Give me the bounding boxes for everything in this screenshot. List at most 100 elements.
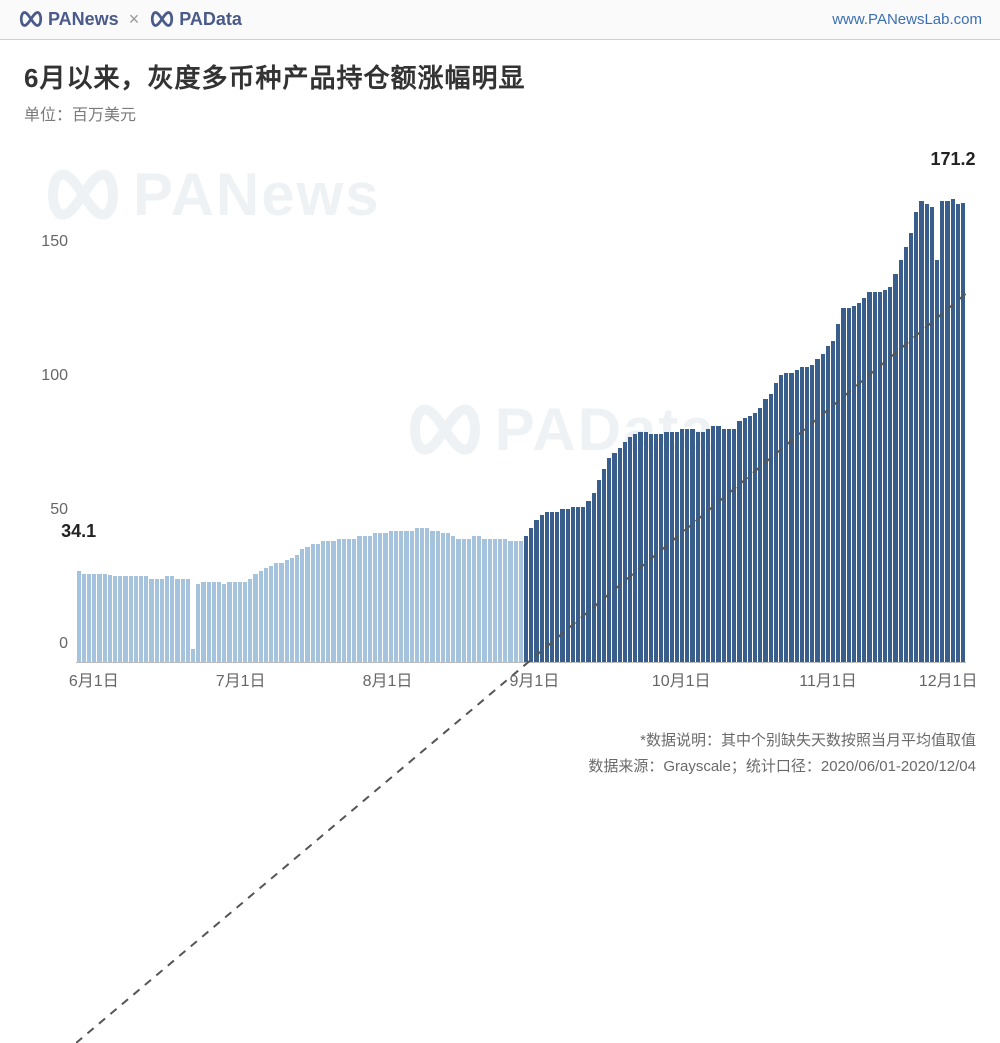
- brand-separator: ×: [129, 9, 140, 30]
- footnotes: *数据说明：其中个别缺失天数按照当月平均值取值 数据来源：Grayscale；统…: [588, 728, 976, 779]
- bar: [129, 576, 133, 662]
- bar: [342, 539, 346, 662]
- source-url[interactable]: www.PANewsLab.com: [832, 11, 982, 28]
- bar: [815, 359, 819, 662]
- bar: [415, 528, 419, 662]
- bar: [612, 453, 616, 662]
- bar: [290, 558, 294, 662]
- bar: [930, 207, 934, 662]
- bar: [243, 582, 247, 662]
- bar: [217, 582, 221, 662]
- bar: [227, 582, 231, 662]
- bar: [690, 429, 694, 662]
- bar: [545, 512, 549, 662]
- bar: [566, 509, 570, 662]
- bar: [670, 432, 674, 662]
- bar: [300, 549, 304, 662]
- bar: [160, 579, 164, 662]
- bar: [732, 429, 736, 662]
- y-tick: 0: [24, 635, 68, 653]
- bar: [659, 434, 663, 662]
- bar: [514, 541, 518, 662]
- bar: [633, 434, 637, 662]
- bar: [259, 571, 263, 662]
- bar: [389, 531, 393, 662]
- bar: [529, 528, 533, 662]
- bar: [909, 233, 913, 662]
- bar: [316, 544, 320, 662]
- x-tick: 8月1日: [363, 667, 413, 691]
- bar: [264, 568, 268, 662]
- bar: [540, 515, 544, 662]
- bar: [836, 324, 840, 662]
- bar: [92, 574, 96, 662]
- bar: [462, 539, 466, 662]
- bar: [893, 274, 897, 662]
- bar: [722, 429, 726, 662]
- x-tick: 9月1日: [509, 667, 559, 691]
- bar: [285, 560, 289, 662]
- bar: [852, 306, 856, 662]
- bar: [607, 458, 611, 662]
- bar: [477, 536, 481, 662]
- bar: [378, 533, 382, 662]
- bar: [919, 201, 923, 662]
- bar: [576, 507, 580, 662]
- bar: [191, 649, 195, 662]
- bar: [935, 260, 939, 662]
- title-area: 6月以来，灰度多币种产品持仓额涨幅明显 单位：百万美元: [0, 40, 1000, 131]
- bar: [269, 566, 273, 662]
- bar: [357, 536, 361, 662]
- bar: [654, 434, 658, 662]
- bar: [399, 531, 403, 662]
- bar: [696, 432, 700, 662]
- bar: [753, 413, 757, 662]
- bar: [139, 576, 143, 662]
- bar: [430, 531, 434, 662]
- bar: [623, 442, 627, 662]
- bar: [716, 426, 720, 662]
- bar: [363, 536, 367, 662]
- infinity-knot-icon: [149, 10, 175, 28]
- x-tick: 12月1日: [919, 667, 978, 691]
- bar: [87, 574, 91, 662]
- bar: [914, 212, 918, 662]
- bar: [743, 418, 747, 662]
- bar: [649, 434, 653, 662]
- bar: [805, 367, 809, 662]
- bar: [555, 512, 559, 662]
- bar: [170, 576, 174, 662]
- bar: [940, 201, 944, 662]
- bar: [253, 574, 257, 662]
- y-tick: 150: [24, 233, 68, 251]
- bar: [233, 582, 237, 662]
- header-bar: PANews × PAData www.PANewsLab.com: [0, 0, 1000, 40]
- bar: [337, 539, 341, 662]
- bar: [77, 571, 81, 662]
- bar: [134, 576, 138, 662]
- bar: [899, 260, 903, 662]
- bar: [961, 203, 965, 662]
- bar: [586, 501, 590, 662]
- bar: [181, 579, 185, 662]
- bar: [748, 416, 752, 662]
- brand-left: PANews: [18, 9, 119, 30]
- bars-group: [76, 153, 966, 662]
- bar: [498, 539, 502, 662]
- bar: [904, 247, 908, 662]
- chart-title: 6月以来，灰度多币种产品持仓额涨幅明显: [24, 58, 976, 95]
- chart-container: PANews PAData 05010015034.1171.2 6月1日7月1…: [24, 143, 976, 703]
- x-tick: 6月1日: [69, 667, 119, 691]
- bar: [118, 576, 122, 662]
- bar: [883, 290, 887, 662]
- x-axis: 6月1日7月1日8月1日9月1日10月1日11月1日12月1日: [76, 663, 966, 703]
- bar: [873, 292, 877, 662]
- bar: [711, 426, 715, 662]
- bar: [945, 201, 949, 662]
- bar: [795, 370, 799, 662]
- bar: [472, 536, 476, 662]
- bar: [321, 541, 325, 662]
- y-tick: 50: [24, 501, 68, 519]
- bar: [810, 365, 814, 662]
- bar: [701, 432, 705, 662]
